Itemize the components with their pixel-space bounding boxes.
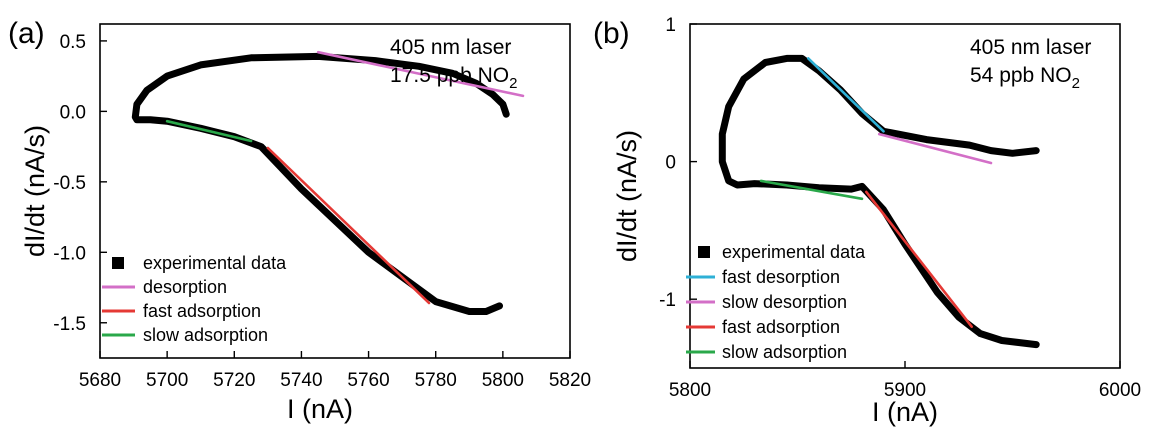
- panel-a: (a) 5680 5700 5720 5740 5760 5780 5800 5820 0.5 0…: [8, 17, 591, 424]
- panel-a-y-tick-label: 0.5: [60, 32, 86, 53]
- panel-a-annotation-subscript: 2: [509, 75, 517, 92]
- panel-b-series-slow-adsorption: [759, 179, 864, 201]
- panel-b-x-tick-label: 5900: [884, 380, 926, 401]
- panel-b-legend-label-3: fast adsorption: [722, 317, 840, 337]
- panel-a-x-tick-label: 5800: [482, 370, 524, 391]
- panel-a-series-slow-adsorption: [165, 119, 253, 143]
- panel-a-x-tick-label: 5760: [347, 370, 389, 391]
- panel-b-y-tick-label: -1: [659, 290, 676, 311]
- panel-b-series: [718, 54, 1040, 349]
- panel-a-series-experimental-data: [131, 52, 510, 315]
- panel-b-y-tick-label: 0: [665, 153, 676, 174]
- panel-b-ticks: 5800 5900 6000 1 0 -1: [659, 15, 1141, 401]
- panel-a-legend-label-3: slow adsorption: [143, 325, 268, 345]
- panel-b-legend: experimental data fast desorption slow d…: [686, 242, 866, 362]
- panel-b-x-tick-label: 5800: [669, 380, 711, 401]
- panel-b-series-experimental-data: [718, 54, 1040, 349]
- panel-b-annotation-line2: 54 ppb NO2: [970, 64, 1080, 92]
- panel-a-annotation-line2: 17.5 ppb NO2: [390, 64, 517, 92]
- panel-b-series-slow-desorption: [877, 132, 993, 165]
- panel-a-y-tick-label: -1.5: [53, 314, 86, 335]
- panel-a-x-axis-label: I (nA): [287, 394, 353, 424]
- panel-a-legend-label-0: experimental data: [143, 253, 287, 273]
- panel-a-ticks: 5680 5700 5720 5740 5760 5780 5800 5820 0.5 0.0 -0…: [53, 32, 591, 391]
- panel-b-annotation-main: 54 ppb NO: [970, 64, 1072, 87]
- panel-a-label: (a): [8, 17, 45, 50]
- panel-a-series-fast-adsorption: [266, 146, 431, 305]
- panel-a-x-tick-label: 5680: [79, 370, 121, 391]
- panel-a-x-tick-label: 5740: [280, 370, 322, 391]
- panel-a-x-tick-label: 5820: [549, 370, 591, 391]
- panel-a-x-tick-label: 5700: [146, 370, 188, 391]
- panel-a-legend-marker-0: [112, 257, 124, 269]
- panel-a-y-tick-label: -0.5: [53, 173, 86, 194]
- panel-b-x-axis-label: I (nA): [872, 397, 938, 427]
- panel-a-annotation-main: 17.5 ppb NO: [390, 64, 509, 87]
- panel-b-y-axis-label: dI/dt (nA/s): [612, 130, 642, 262]
- panel-a-plot-frame: [99, 23, 571, 359]
- panel-b-x-tick-label: 6000: [1099, 380, 1141, 401]
- panel-a-series: [131, 50, 525, 315]
- panel-a-series-desorption: [316, 50, 525, 98]
- panel-a-legend-label-2: fast adsorption: [143, 301, 261, 321]
- panel-b-legend-label-4: slow adsorption: [722, 342, 847, 362]
- panel-b-legend-label-1: fast desorption: [722, 267, 840, 287]
- panel-a-y-tick-label: 0.0: [60, 102, 86, 123]
- panel-b-series-fast-desorption: [806, 57, 885, 133]
- panel-b-annotation-line1: 405 nm laser: [970, 36, 1091, 59]
- panel-b-y-tick-label: 1: [665, 15, 676, 36]
- panel-b-label: (b): [593, 17, 630, 50]
- panel-b-legend-label-2: slow desorption: [722, 292, 847, 312]
- panel-b: (b) 5800 5900 6000 1 0 -1 I (nA) dI/dt (nA/s)…: [593, 15, 1141, 427]
- panel-b-legend-label-0: experimental data: [722, 242, 866, 262]
- panel-a-annotation-line1: 405 nm laser: [390, 36, 511, 59]
- panel-a-y-axis-label: dI/dt (nA/s): [20, 125, 50, 257]
- panel-a-x-tick-label: 5780: [415, 370, 457, 391]
- panel-b-series-fast-adsorption: [864, 190, 974, 329]
- panel-a-legend-label-1: desorption: [143, 277, 227, 297]
- panel-a-legend: experimental data desorption fast adsorp…: [102, 253, 287, 345]
- panel-a-x-tick-label: 5720: [213, 370, 255, 391]
- panel-b-legend-marker-0: [698, 246, 710, 258]
- panel-b-annotation-subscript: 2: [1072, 75, 1080, 92]
- panel-a-y-tick-label: -1.0: [53, 243, 86, 264]
